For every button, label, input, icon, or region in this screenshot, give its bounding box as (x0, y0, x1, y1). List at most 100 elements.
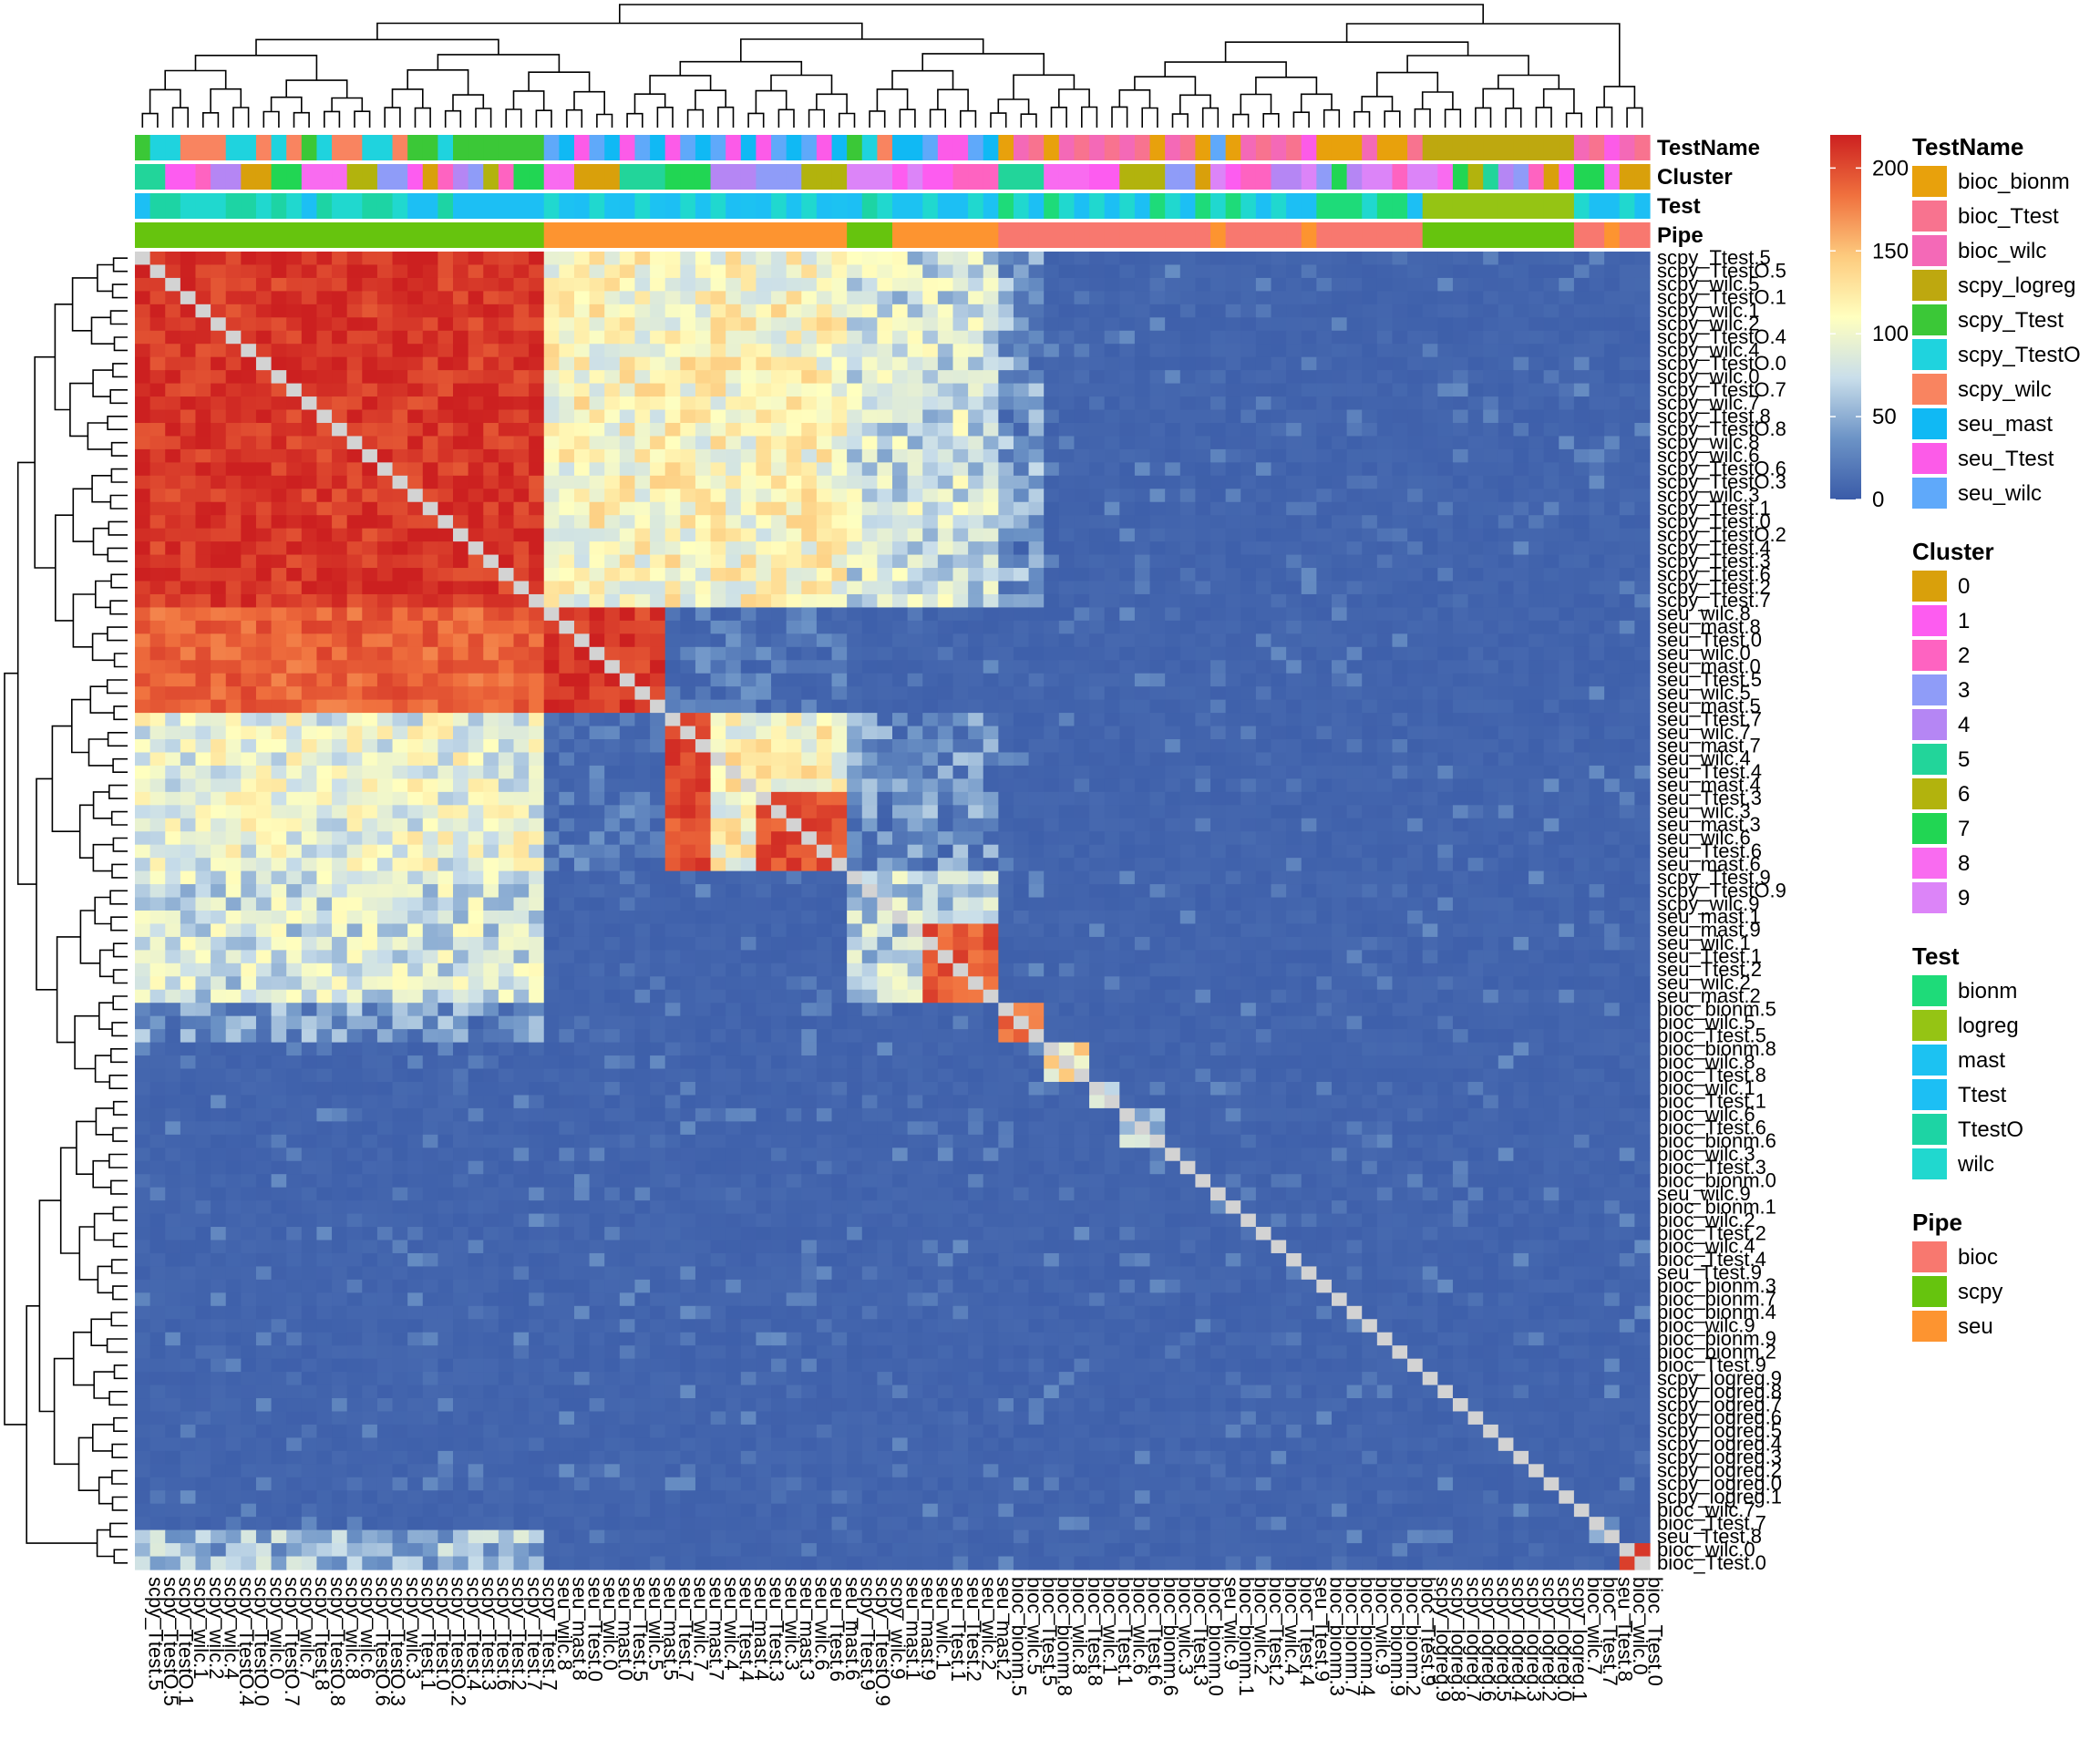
heatmap-cell (543, 686, 560, 701)
annotation-cell (604, 135, 621, 160)
heatmap-cell (1483, 370, 1499, 385)
heatmap-cell (1104, 686, 1120, 701)
heatmap-cell (1619, 554, 1635, 569)
heatmap-cell (952, 383, 969, 397)
heatmap-cell (1316, 818, 1333, 832)
heatmap-cell (1376, 422, 1394, 438)
heatmap-cell (1028, 515, 1045, 530)
annotation-cell (1498, 193, 1515, 219)
heatmap-cell (149, 264, 166, 279)
heatmap-cell (376, 726, 394, 740)
annotation-cell (695, 164, 712, 190)
heatmap-cell (1529, 264, 1545, 279)
heatmap-cell (422, 633, 438, 648)
heatmap-cell (1225, 713, 1241, 727)
heatmap-cell (619, 607, 636, 622)
annotation-cell (165, 135, 181, 160)
heatmap-cell (1240, 489, 1257, 503)
heatmap-cell (726, 277, 742, 292)
heatmap-cell (1286, 277, 1302, 292)
heatmap-cell (573, 660, 591, 674)
heatmap-cell (710, 277, 726, 292)
heatmap-cell (513, 383, 530, 397)
heatmap-cell (1044, 356, 1060, 371)
heatmap-cell (740, 633, 757, 648)
heatmap-cell (1301, 252, 1317, 266)
heatmap-cell (1467, 778, 1484, 793)
heatmap-cell (286, 765, 303, 779)
heatmap-cell (1044, 383, 1060, 397)
heatmap-cell (650, 607, 666, 622)
heatmap-cell (664, 765, 681, 779)
heatmap-cell (1604, 475, 1621, 489)
heatmap-cell (861, 646, 878, 661)
heatmap-cell (1392, 765, 1408, 779)
heatmap-cell (498, 660, 515, 674)
dendrogram-branch (112, 757, 128, 773)
heatmap-cell (1604, 422, 1621, 438)
annotation-cell (1437, 193, 1454, 219)
heatmap-cell (968, 436, 984, 450)
heatmap-cell (922, 528, 939, 542)
heatmap-cell (135, 739, 151, 754)
heatmap-cell (180, 462, 197, 477)
heatmap-cell (1240, 291, 1257, 305)
heatmap-cell (619, 344, 636, 358)
heatmap-cell (149, 541, 166, 556)
heatmap-cell (362, 818, 378, 832)
heatmap-cell (407, 805, 424, 819)
annotation-cell (135, 193, 151, 219)
heatmap-cell (726, 805, 742, 819)
heatmap-cell (241, 252, 257, 266)
heatmap-cell (892, 489, 909, 503)
heatmap-cell (1619, 264, 1635, 279)
heatmap-cell (1104, 673, 1120, 687)
heatmap-cell (1210, 291, 1227, 305)
dendrogram-branch (111, 283, 128, 299)
heatmap-cell (1483, 699, 1499, 714)
heatmap-cell (1301, 778, 1317, 793)
heatmap-cell (861, 277, 878, 292)
annotation-cell (165, 222, 181, 248)
heatmap-cell (559, 370, 575, 385)
heatmap-cell (1225, 383, 1241, 397)
heatmap-cell (346, 462, 363, 477)
heatmap-cell (922, 699, 939, 714)
heatmap-cell (1619, 686, 1635, 701)
dendrogram-branch (929, 108, 946, 128)
heatmap-cell (726, 422, 742, 438)
heatmap-cell (1331, 541, 1348, 556)
heatmap-cell (786, 277, 802, 292)
annotation-cell (376, 135, 394, 160)
annotation-cell (1619, 193, 1635, 219)
heatmap-cell (740, 805, 757, 819)
heatmap-cell (1543, 554, 1560, 569)
heatmap-cell (695, 726, 712, 740)
heatmap-cell (1286, 620, 1302, 634)
heatmap-cell (1013, 528, 1030, 542)
dendrogram-branch (270, 96, 303, 113)
heatmap-cell (1134, 475, 1151, 489)
heatmap-cell (1225, 475, 1241, 489)
heatmap-cell (543, 646, 560, 661)
heatmap-cell (422, 581, 438, 595)
heatmap-cell (483, 264, 499, 279)
heatmap-cell (1573, 515, 1590, 530)
annotation-cell (695, 193, 712, 219)
heatmap-cell (1559, 593, 1575, 609)
heatmap-cell (1604, 554, 1621, 569)
heatmap-cell (983, 528, 999, 542)
heatmap-cell (1028, 277, 1045, 292)
heatmap-cell (1089, 252, 1106, 266)
heatmap-cell (1634, 383, 1651, 397)
heatmap-cell (1483, 436, 1499, 450)
annotation-cell (650, 193, 666, 219)
heatmap-cell (211, 673, 227, 687)
annotation-cell (559, 222, 575, 248)
heatmap-cell (149, 699, 166, 714)
heatmap-cell (1286, 475, 1302, 489)
heatmap-cell (1149, 528, 1166, 542)
heatmap-cell (225, 370, 242, 385)
heatmap-cell (1422, 317, 1438, 332)
heatmap-cell (316, 291, 333, 305)
